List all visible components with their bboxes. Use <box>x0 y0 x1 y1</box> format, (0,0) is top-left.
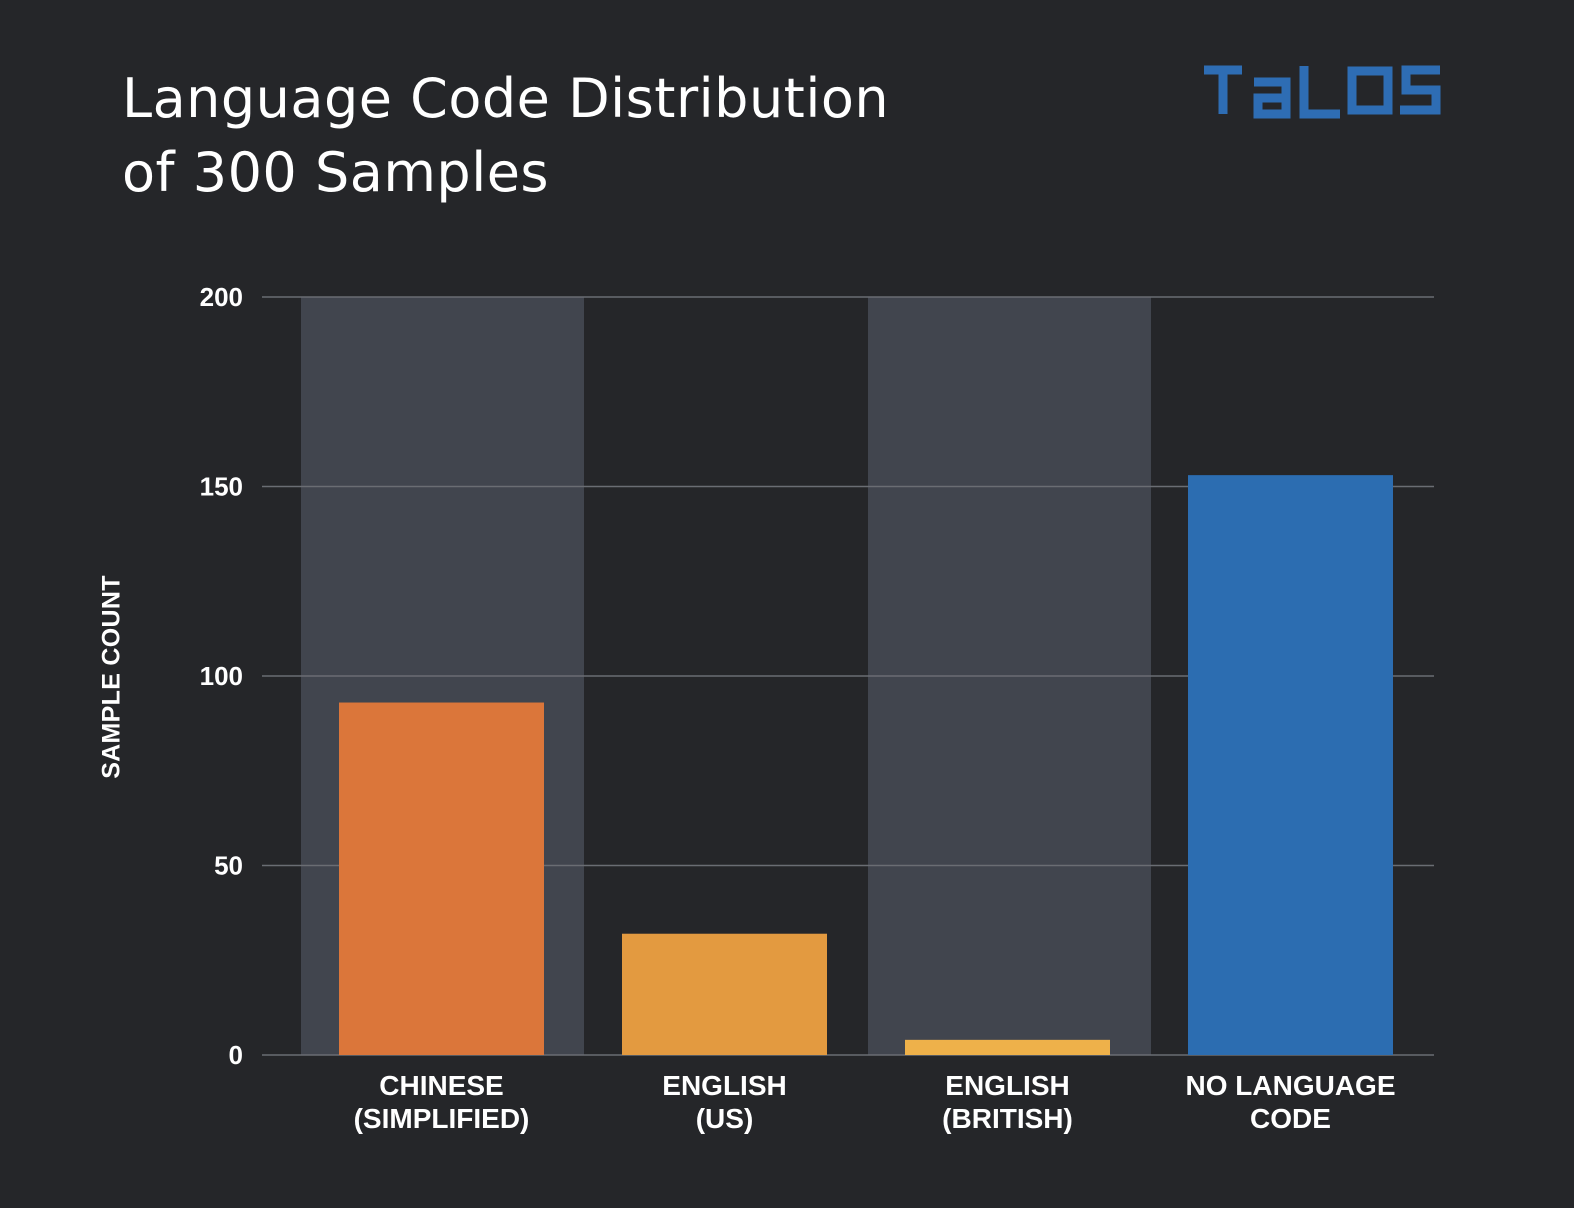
bar <box>339 702 544 1055</box>
y-tick-labels: 0 50 100 150 200 <box>200 282 243 1070</box>
y-tick-label: 50 <box>214 851 243 881</box>
y-tick-label: 200 <box>200 282 243 312</box>
y-tick-label: 150 <box>200 472 243 502</box>
x-category-label: ENGLISH (US) <box>662 1070 786 1134</box>
x-category-label: CHINESE (SIMPLIFIED) <box>354 1070 530 1134</box>
x-category-label: ENGLISH (BRITISH) <box>942 1070 1073 1134</box>
bars <box>339 475 1393 1055</box>
x-category-label: NO LANGUAGE CODE <box>1186 1070 1396 1134</box>
chart-title-line-2: of 300 Samples <box>122 141 550 204</box>
chart-title-line-1: Language Code Distribution <box>122 67 890 130</box>
y-tick-label: 100 <box>200 661 243 691</box>
chart-title: Language Code Distribution of 300 Sample… <box>122 62 1022 210</box>
y-tick-label: 0 <box>229 1040 243 1070</box>
bar <box>905 1039 1110 1055</box>
talos-logo <box>1204 65 1441 119</box>
bar <box>1188 475 1393 1055</box>
bar <box>622 933 827 1055</box>
x-category-labels: CHINESE (SIMPLIFIED) ENGLISH (US) ENGLISH (BR… <box>354 1070 1396 1134</box>
